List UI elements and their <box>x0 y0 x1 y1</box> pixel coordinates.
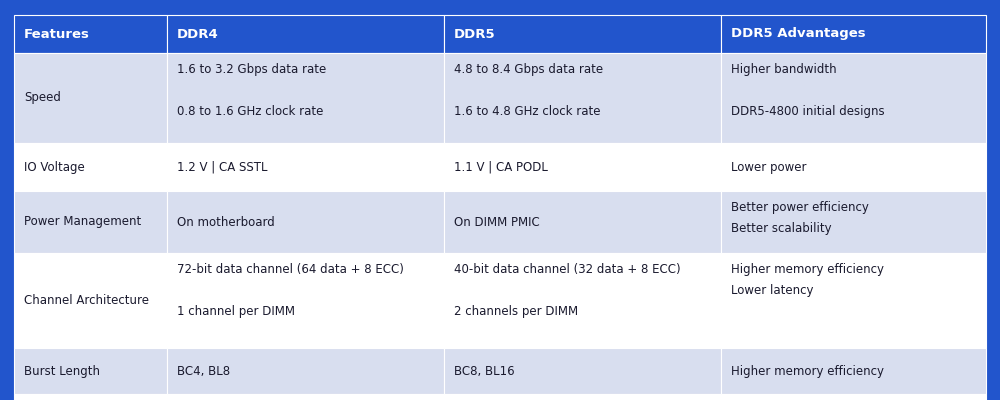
Text: 4.8 to 8.4 Gbps data rate

1.6 to 4.8 GHz clock rate: 4.8 to 8.4 Gbps data rate 1.6 to 4.8 GHz… <box>454 63 603 118</box>
Text: DDR5: DDR5 <box>454 28 495 40</box>
Bar <box>721 394 986 400</box>
Bar <box>167 53 444 143</box>
Text: IO Voltage: IO Voltage <box>24 160 85 174</box>
Bar <box>167 348 444 394</box>
Bar <box>444 15 721 53</box>
Bar <box>721 15 986 53</box>
Text: DDR4: DDR4 <box>177 28 218 40</box>
Text: Better power efficiency
Better scalability: Better power efficiency Better scalabili… <box>731 201 869 235</box>
Text: Higher bandwidth

DDR5-4800 initial designs: Higher bandwidth DDR5-4800 initial desig… <box>731 63 884 118</box>
Bar <box>444 348 721 394</box>
Bar <box>14 394 167 400</box>
Text: DDR5 Advantages: DDR5 Advantages <box>731 28 865 40</box>
Bar <box>721 191 986 253</box>
Text: BC8, BL16: BC8, BL16 <box>454 364 514 378</box>
Bar <box>14 53 167 143</box>
Bar <box>14 191 167 253</box>
Bar <box>167 394 444 400</box>
Bar <box>721 348 986 394</box>
Text: Channel Architecture: Channel Architecture <box>24 294 149 307</box>
Text: On motherboard: On motherboard <box>177 216 274 228</box>
Text: 40-bit data channel (32 data + 8 ECC)

2 channels per DIMM: 40-bit data channel (32 data + 8 ECC) 2 … <box>454 263 680 318</box>
Bar <box>167 143 444 191</box>
Bar <box>14 143 167 191</box>
Text: Features: Features <box>24 28 90 40</box>
Text: 1.1 V | CA PODL: 1.1 V | CA PODL <box>454 160 547 174</box>
Text: Burst Length: Burst Length <box>24 364 100 378</box>
Text: 1.2 V | CA SSTL: 1.2 V | CA SSTL <box>177 160 267 174</box>
Bar <box>167 15 444 53</box>
Bar <box>444 143 721 191</box>
Bar <box>167 191 444 253</box>
Bar <box>14 348 167 394</box>
Bar <box>721 53 986 143</box>
Bar <box>444 253 721 348</box>
Bar <box>444 394 721 400</box>
Bar <box>14 253 167 348</box>
Bar <box>444 53 721 143</box>
Text: 1.6 to 3.2 Gbps data rate

0.8 to 1.6 GHz clock rate: 1.6 to 3.2 Gbps data rate 0.8 to 1.6 GHz… <box>177 63 326 118</box>
Bar <box>721 143 986 191</box>
Text: BC4, BL8: BC4, BL8 <box>177 364 230 378</box>
Bar <box>167 253 444 348</box>
Text: Lower power: Lower power <box>731 160 806 174</box>
Text: On DIMM PMIC: On DIMM PMIC <box>454 216 539 228</box>
Text: Speed: Speed <box>24 92 61 104</box>
Text: Higher memory efficiency
Lower latency: Higher memory efficiency Lower latency <box>731 263 884 297</box>
Text: Power Management: Power Management <box>24 216 141 228</box>
Bar <box>721 253 986 348</box>
Bar <box>444 191 721 253</box>
Bar <box>14 15 167 53</box>
Text: 72-bit data channel (64 data + 8 ECC)

1 channel per DIMM: 72-bit data channel (64 data + 8 ECC) 1 … <box>177 263 403 318</box>
Text: Higher memory efficiency: Higher memory efficiency <box>731 364 884 378</box>
